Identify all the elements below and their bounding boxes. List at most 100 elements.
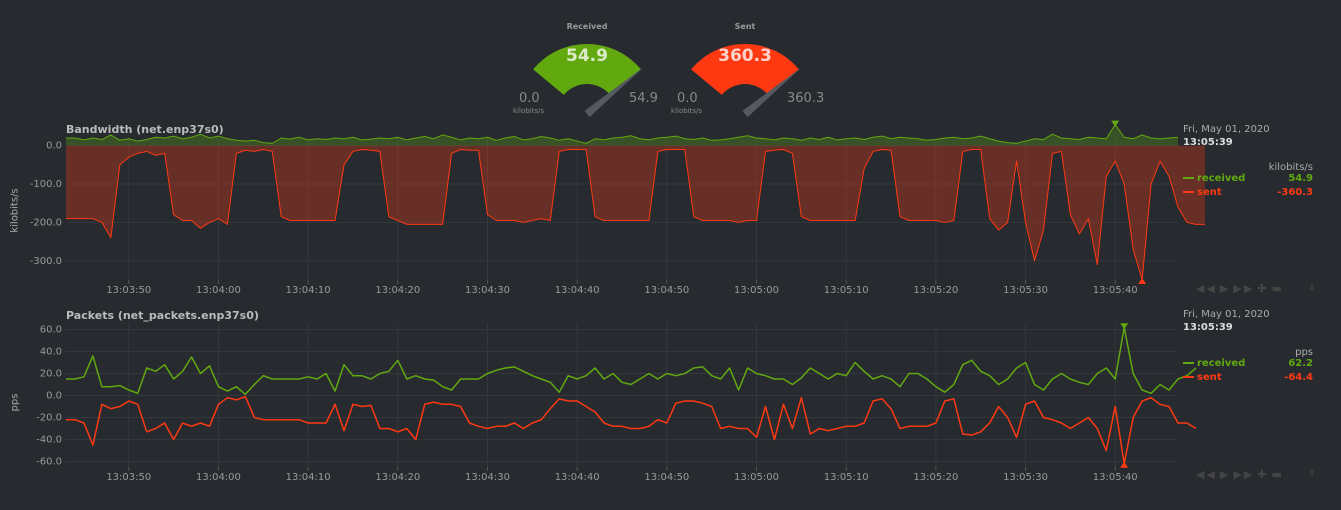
x-tick-label: 13:05:10 [824,472,869,483]
y-tick-label: 20.0 [40,369,62,380]
y-tick-label: -20.0 [36,413,62,424]
legend-swatch [1183,362,1194,364]
gauge-received: Received 54.9 0.0 54.9 kilobits/s [513,18,677,118]
x-tick-label: 13:05:40 [1093,472,1138,483]
gauge-max: 360.3 [787,91,825,106]
peak-marker-icon [1138,278,1147,284]
zoom-out-button[interactable]: ▬ [1271,282,1284,295]
packets-toolbox: ◀◀ ▶ ▶▶ ✚ ▬ [1196,468,1287,481]
legend-swatch [1183,177,1194,179]
y-tick-label: 0.0 [46,141,62,152]
peak-marker-icon [1111,120,1120,127]
y-tick-label: -100.0 [30,179,62,190]
gauge-needle-icon [742,66,803,118]
legend-swatch [1183,191,1194,193]
x-tick-label: 13:05:00 [734,285,779,296]
x-tick-label: 13:05:40 [1093,285,1138,296]
x-tick-label: 13:04:00 [196,285,241,296]
legend-time: 13:05:39 [1183,137,1233,148]
series-area-received [66,124,1178,146]
series-line-received [66,124,1179,144]
play-button[interactable]: ▶ [1219,468,1231,481]
legend-label: received [1197,173,1246,184]
gauge-units: kilobits/s [671,107,703,115]
gauge-sent-arc [691,43,803,118]
gauge-title: Received [566,22,608,31]
pan-left-button[interactable]: ◀◀ [1196,282,1217,295]
gauge-value-arc [691,43,799,95]
series-line-sent [66,395,1197,465]
legend-item-sent[interactable]: sent -64.4 [1183,372,1313,386]
legend-label: received [1197,358,1246,369]
x-tick-label: 13:05:30 [1003,472,1048,483]
x-tick-label: 13:04:10 [286,472,331,483]
legend-item-received[interactable]: received 54.9 [1183,173,1313,187]
gauge-max: 54.9 [629,91,658,106]
x-tick-label: 13:04:20 [375,472,420,483]
x-tick-label: 13:05:30 [1003,285,1048,296]
legend-time: 13:05:39 [1183,322,1233,333]
gauge-min: 0.0 [677,91,698,106]
x-tick-label: 13:05:20 [913,285,958,296]
x-tick-label: 13:04:10 [286,285,331,296]
y-tick-label: 0.0 [46,391,62,402]
gauge-sent: Sent 360.3 0.0 360.3 kilobits/s [671,18,835,118]
bandwidth-chart-title: Bandwidth (net.enp37s0) [66,123,224,136]
legend-value: -360.3 [1277,187,1313,198]
x-tick-label: 13:04:00 [196,472,241,483]
x-tick-label: 13:05:20 [913,472,958,483]
x-tick-label: 13:03:50 [106,285,151,296]
x-tick-label: 13:03:50 [106,472,151,483]
gauge-needle-icon [584,66,645,118]
legend-units: pps [1295,347,1313,358]
gauge-min: 0.0 [519,91,540,106]
series-area-sent [66,145,1205,280]
peak-marker-icon [1120,461,1129,468]
y-tick-label: 40.0 [40,347,62,358]
peak-marker-icon [1120,323,1129,330]
gauge-value-arc [533,43,641,95]
legend-date: Fri, May 01, 2020 [1183,309,1270,320]
x-tick-label: 13:05:00 [734,472,779,483]
x-tick-label: 13:04:40 [555,472,600,483]
legend-item-sent[interactable]: sent -360.3 [1183,187,1313,201]
gauge-value: 54.9 [566,46,608,66]
pan-right-button[interactable]: ▶▶ [1233,468,1255,481]
resize-handle-icon[interactable]: ⇕ [1308,469,1316,479]
resize-handle-icon[interactable]: ⇕ [1308,283,1316,293]
zoom-out-button[interactable]: ▬ [1271,468,1284,481]
y-tick-label: -300.0 [30,256,62,267]
legend-units: kilobits/s [1268,162,1313,173]
legend-label: sent [1197,187,1222,198]
bandwidth-legend: Fri, May 01, 2020 13:05:39 kilobits/s re… [1183,124,1313,201]
x-tick-label: 13:04:50 [644,472,689,483]
legend-value: 54.9 [1288,173,1313,184]
play-button[interactable]: ▶ [1219,282,1231,295]
x-tick-label: 13:04:30 [465,285,510,296]
series-line-sent [66,149,1205,281]
legend-item-received[interactable]: received 62.2 [1183,358,1313,372]
zoom-in-button[interactable]: ✚ [1257,282,1269,295]
legend-swatch [1183,376,1194,378]
x-tick-label: 13:04:50 [644,285,689,296]
legend-value: -64.4 [1284,372,1313,383]
bandwidth-toolbox: ◀◀ ▶ ▶▶ ✚ ▬ [1196,282,1287,295]
bandwidth-chart[interactable]: 0.0 -100.0 -200.0 -300.0 13:03:50 13:04:00 13:… [0,0,1341,300]
gauge-title: Sent [734,22,756,31]
y-tick-label: -60.0 [36,457,62,468]
gauge-units: kilobits/s [513,107,545,115]
pan-left-button[interactable]: ◀◀ [1196,468,1217,481]
gauge-value: 360.3 [718,46,772,66]
pan-right-button[interactable]: ▶▶ [1233,282,1255,295]
y-tick-label: -200.0 [30,217,62,228]
series-line-received [66,326,1197,396]
x-tick-label: 13:04:20 [375,285,420,296]
legend-label: sent [1197,372,1222,383]
zoom-in-button[interactable]: ✚ [1257,468,1269,481]
legend-value: 62.2 [1288,358,1313,369]
packets-chart-title: Packets (net_packets.enp37s0) [66,309,259,322]
x-tick-label: 13:04:30 [465,472,510,483]
y-tick-label: 60.0 [40,325,62,336]
packets-legend: Fri, May 01, 2020 13:05:39 pps received … [1183,309,1313,386]
